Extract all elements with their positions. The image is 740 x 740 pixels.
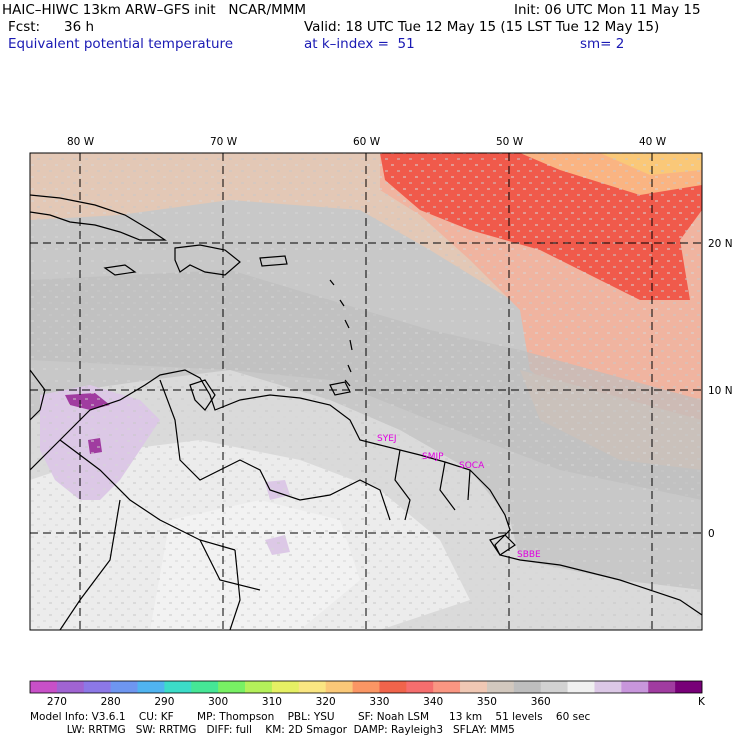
coastlines: [30, 194, 702, 630]
station-label: SOCA: [459, 461, 485, 471]
lon-label-60w: 60 W: [353, 136, 381, 148]
colorbar-tick-label: 300: [208, 696, 228, 708]
colorbar-swatch: [540, 681, 568, 693]
valid-time: Valid: 18 UTC Tue 12 May 15 (15 LST Tue …: [304, 19, 660, 35]
colorbar-swatch: [460, 681, 488, 693]
colorbar-border: [29, 680, 703, 694]
colorbar-swatch: [83, 681, 111, 693]
lon-label-40w: 40 W: [639, 136, 667, 148]
colorbar-swatch: [30, 681, 58, 693]
colorbar-tick-label: 340: [423, 696, 443, 708]
smoothing-label: sm= 2: [580, 36, 625, 52]
colorbar-tick-label: 270: [47, 696, 67, 708]
colorbar-tick-label: 310: [262, 696, 282, 708]
colorbar-swatch: [648, 681, 676, 693]
lon-label-50w: 50 W: [496, 136, 524, 148]
colorbar-swatch: [513, 681, 542, 693]
field-name: Equivalent potential temperature: [8, 36, 234, 52]
station-label: SBBE: [517, 550, 541, 560]
colorbar-ticks: 270 280 290 300 310 320 330 340 350 360: [47, 696, 551, 708]
colorbar-swatch: [486, 681, 515, 693]
colorbar-tick-label: 290: [154, 696, 174, 708]
colorbar-swatch: [406, 681, 434, 693]
lat-label-0: 0: [708, 528, 715, 540]
colorbar-tick-label: 350: [477, 696, 497, 708]
colorbar: [29, 680, 703, 694]
model-title: HAIC–HIWC 13km ARW–GFS init NCAR/MMM: [2, 2, 307, 18]
map-frame: [29, 152, 703, 631]
lat-label-20n: 20 N: [708, 238, 733, 250]
colorbar-swatch: [594, 681, 622, 693]
colorbar-swatch: [245, 681, 273, 693]
model-info-line2: LW: RRTMG SW: RRTMG DIFF: full KM: 2D Sm…: [30, 724, 515, 736]
model-info-line1: Model Info: V3.6.1 CU: KF MP: Thompson P…: [30, 711, 591, 723]
colorbar-swatch: [325, 681, 353, 693]
forecast-label: Fcst:: [8, 19, 41, 35]
lon-label-80w: 80 W: [67, 136, 95, 148]
level-label: at k–index = 51: [304, 36, 415, 52]
colorbar-swatch: [621, 681, 649, 693]
colorbar-swatch: [218, 681, 246, 693]
colorbar-swatch: [379, 681, 407, 693]
colorbar-tick-label: 280: [101, 696, 121, 708]
station-label: SYEJ: [377, 434, 397, 444]
forecast-hours: 36 h: [64, 19, 95, 35]
colorbar-swatch: [191, 681, 219, 693]
colorbar-swatch: [271, 681, 300, 693]
colorbar-swatch: [110, 681, 138, 693]
init-time: Init: 06 UTC Mon 11 May 15: [514, 2, 701, 18]
colorbar-tick-label: 360: [531, 696, 551, 708]
station-label: SMJP: [422, 452, 444, 462]
colorbar-unit: K: [698, 696, 706, 708]
colorbar-swatch: [433, 681, 461, 693]
colorbar-swatch: [567, 681, 595, 693]
colorbar-swatch: [56, 681, 85, 693]
lat-lon-grid: [30, 153, 702, 630]
colorbar-swatch: [675, 681, 703, 693]
colorbar-swatch: [298, 681, 326, 693]
colorbar-swatch: [137, 681, 165, 693]
colorbar-swatch: [164, 681, 192, 693]
colorbar-swatch: [352, 681, 380, 693]
colorbar-tick-label: 320: [316, 696, 336, 708]
lon-label-70w: 70 W: [210, 136, 238, 148]
lat-label-10n: 10 N: [708, 385, 733, 397]
colorbar-tick-label: 330: [369, 696, 389, 708]
